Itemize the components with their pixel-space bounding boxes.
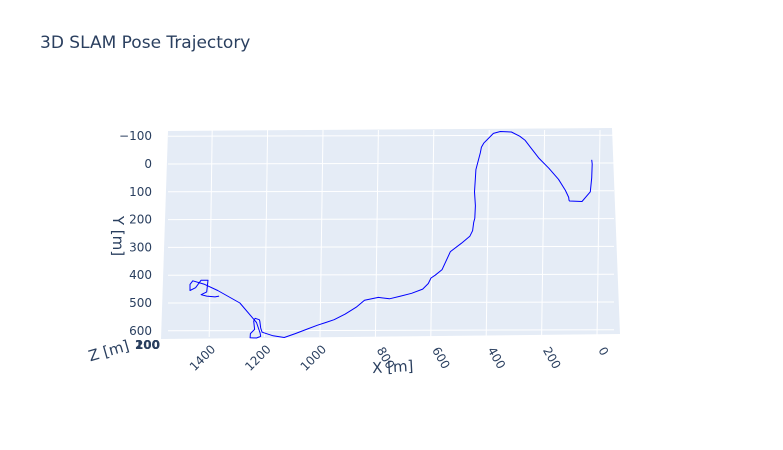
x-gridline — [319, 129, 324, 338]
grid — [161, 128, 620, 339]
y-tick-label: 600 — [129, 324, 152, 338]
y-tick-labels: −100 0 100 200 300 400 500 600 — [119, 129, 152, 338]
trajectory-line — [189, 131, 593, 339]
z-tick-label: 100 — [135, 338, 160, 352]
z-axis-title: Z [m] — [86, 337, 131, 366]
x-tick-label: 600 — [429, 345, 453, 372]
x-gridline — [264, 129, 269, 338]
z-tick-label: 0 — [152, 338, 160, 352]
y-tick-label: 100 — [129, 185, 152, 199]
y-gridline — [167, 273, 615, 276]
y-tick-label: −100 — [119, 129, 152, 143]
x-tick-label: 1000 — [298, 342, 329, 373]
x-tick-label: 0 — [595, 345, 611, 359]
x-tick-label: 200 — [540, 345, 564, 372]
y-gridline — [167, 134, 615, 137]
x-gridline — [541, 129, 546, 338]
plot-background — [161, 128, 620, 339]
x-gridline — [374, 129, 379, 338]
y-gridline — [167, 162, 615, 165]
x-gridline — [208, 129, 213, 338]
y-gridline — [167, 329, 615, 332]
x-tick-label: 1400 — [187, 342, 218, 373]
x-gridline — [430, 129, 435, 338]
y-tick-label: 300 — [129, 240, 152, 254]
y-gridline — [167, 218, 615, 221]
y-tick-label: 400 — [129, 268, 152, 282]
x-tick-label: 1200 — [242, 342, 273, 373]
y-tick-label: 500 — [129, 296, 152, 310]
y-gridline — [167, 190, 615, 193]
x-gridline — [596, 129, 601, 338]
y-tick-label: 0 — [144, 157, 152, 171]
y-tick-label: 200 — [129, 213, 152, 227]
y-gridline — [167, 301, 615, 304]
x-axis-title: X [m] — [372, 357, 414, 377]
y-axis-title: Y [m] — [109, 215, 127, 256]
x-tick-label: 400 — [485, 345, 509, 372]
chart-title: 3D SLAM Pose Trajectory — [40, 33, 251, 53]
x-gridline — [485, 129, 490, 338]
z-tick-label: 200 — [135, 338, 160, 352]
y-gridline — [167, 245, 615, 248]
